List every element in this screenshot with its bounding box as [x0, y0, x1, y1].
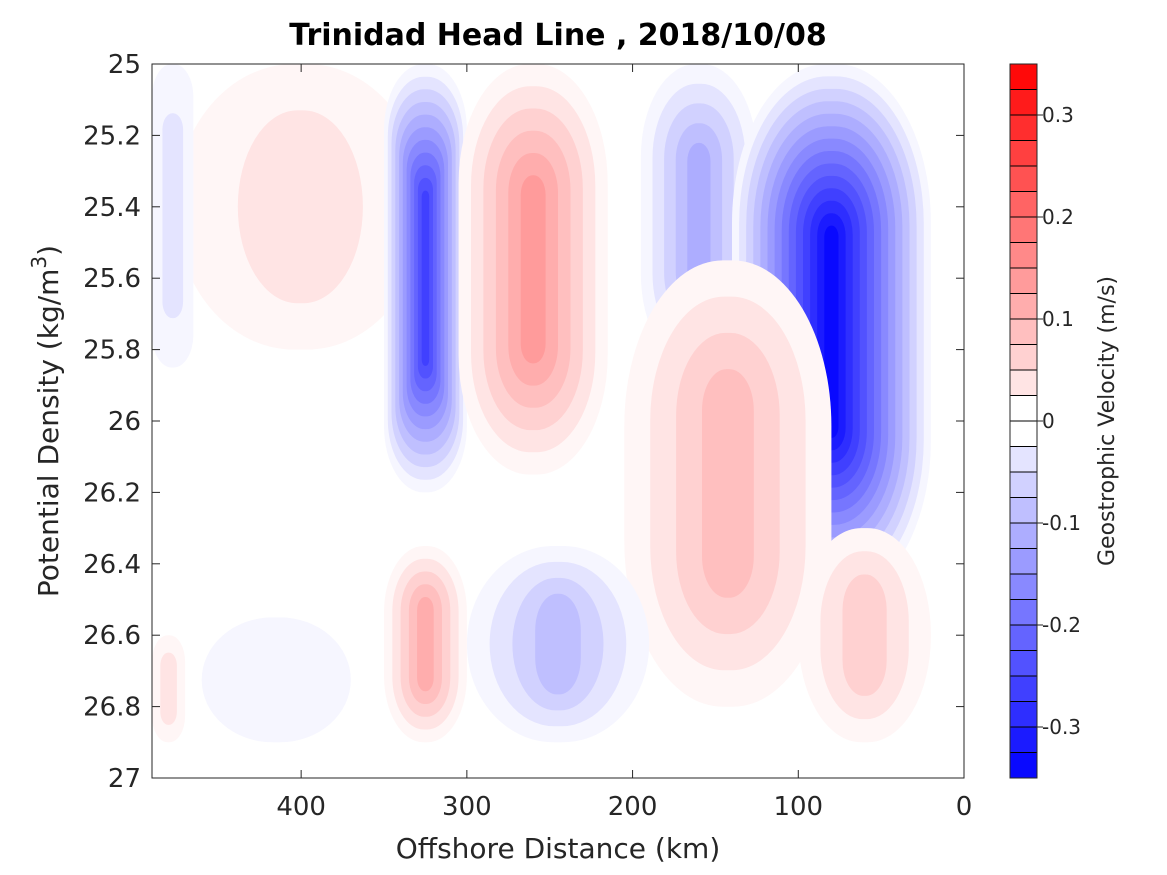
y-tick-label: 26.2	[83, 478, 141, 508]
colorbar-tick-label: -0.2	[1042, 613, 1081, 637]
colorbar-level	[1010, 497, 1037, 524]
colorbar-level	[1010, 242, 1037, 269]
chart-title: Trinidad Head Line , 2018/10/08	[289, 18, 827, 53]
y-axis: 25 25.2 25.4 25.6 25.8 26 26.2 26.4 26.6 26.8 27	[83, 50, 964, 794]
contour-level	[201, 617, 351, 743]
colorbar-tick-label: -0.1	[1042, 511, 1081, 535]
contour-level	[417, 597, 434, 692]
colorbar-level	[1010, 344, 1037, 371]
contour-fills	[152, 64, 931, 743]
colorbar-tick-label: 0	[1042, 409, 1055, 433]
y-tick-label: 25.8	[83, 336, 141, 366]
contour-feature-negative-band-250km	[466, 546, 650, 743]
colorbar-level	[1010, 446, 1037, 473]
y-axis-label: Potential Density (kg/m3)	[27, 245, 65, 597]
colorbar-level	[1010, 319, 1037, 345]
x-tick-label: 200	[608, 792, 658, 822]
colorbar-level	[1010, 523, 1037, 549]
y-axis-label-suffix: )	[32, 245, 65, 256]
colorbar-tick-label: 0.1	[1042, 307, 1074, 331]
x-axis: 400 300 200 100 0	[276, 64, 972, 822]
y-axis-label-superscript: 3	[27, 256, 51, 269]
y-tick-label: 25	[108, 50, 141, 80]
colorbar-level	[1010, 395, 1037, 422]
y-tick-label: 26.4	[83, 550, 141, 580]
contour-level	[842, 574, 887, 696]
colorbar-level	[1010, 650, 1037, 677]
colorbar-level	[1010, 752, 1037, 779]
colorbar-level	[1010, 217, 1037, 243]
contour-level	[535, 593, 581, 695]
contour-feature-negative-band-offshore	[152, 64, 194, 368]
contour-feature-positive-band-120km	[624, 260, 832, 707]
y-tick-label: 25.2	[83, 121, 141, 151]
contour-feature-negative-band-320km	[384, 64, 467, 493]
contour-level	[520, 175, 546, 364]
contour-feature-positive-band-nearshore-deep	[798, 528, 931, 743]
contour-feature-positive-band-offshore-deep	[152, 635, 186, 743]
colorbar-level	[1010, 370, 1037, 396]
colorbar-level	[1010, 166, 1037, 192]
y-axis-label-text: Potential Density (kg/m	[32, 269, 65, 598]
x-tick-label: 300	[442, 792, 492, 822]
contour-feature-positive-band-275km	[458, 64, 608, 475]
colorbar-level	[1010, 421, 1037, 447]
colorbar-level	[1010, 191, 1037, 218]
y-tick-label: 25.4	[83, 193, 141, 223]
colorbar-frame	[1009, 63, 1038, 779]
colorbar-tick-label: -0.3	[1042, 715, 1081, 739]
y-tick-label: 26.6	[83, 621, 141, 651]
contour-feature-positive-band-320km	[384, 546, 467, 743]
colorbar-level	[1010, 701, 1037, 728]
colorbar-level	[1010, 574, 1037, 600]
colorbar-level	[1010, 268, 1037, 294]
contour-level	[421, 190, 430, 366]
contour-level	[237, 110, 363, 304]
colorbar-level	[1010, 472, 1037, 498]
colorbar-label: Geostrophic Velocity (m/s)	[1095, 276, 1120, 566]
colorbar-level	[1010, 625, 1037, 651]
x-tick-label: 0	[956, 792, 973, 822]
x-tick-label: 100	[773, 792, 823, 822]
y-tick-label: 27	[108, 764, 141, 794]
contour-level	[160, 652, 177, 725]
colorbar: 0.3 0.2 0.1 0 -0.1 -0.2 -0.3	[1009, 63, 1081, 779]
colorbar-tick-label: 0.3	[1042, 103, 1074, 127]
colorbar-level	[1010, 599, 1037, 626]
colorbar-level	[1010, 293, 1037, 320]
colorbar-level	[1010, 548, 1037, 575]
plot-area	[151, 63, 965, 779]
colorbar-level	[1010, 140, 1037, 167]
colorbar-level	[1010, 676, 1037, 702]
x-tick-label: 400	[276, 792, 326, 822]
y-tick-label: 26	[108, 407, 141, 437]
colorbar-level	[1010, 89, 1037, 116]
colorbar-level	[1010, 64, 1037, 90]
y-tick-label: 26.8	[83, 693, 141, 723]
contour-feature-positive-band-450km	[175, 64, 426, 350]
colorbar-level	[1010, 115, 1037, 141]
contour-feature-negative-band-420km	[201, 617, 351, 743]
x-axis-label: Offshore Distance (km)	[396, 832, 721, 865]
colorbar-tick-label: 0.2	[1042, 205, 1074, 229]
contour-level	[162, 113, 184, 319]
colorbar-level	[1010, 727, 1037, 753]
contour-level	[702, 369, 754, 598]
y-tick-label: 25.6	[83, 264, 141, 294]
contour-level	[687, 142, 711, 289]
